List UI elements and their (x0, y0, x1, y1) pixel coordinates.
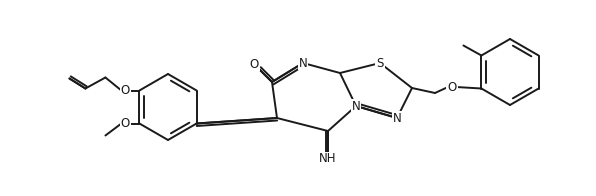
Text: O: O (121, 117, 130, 130)
Text: O: O (121, 84, 130, 97)
Text: O: O (448, 81, 457, 93)
Text: N: N (299, 56, 308, 70)
Text: N: N (352, 100, 361, 113)
Text: N: N (393, 112, 401, 124)
Text: O: O (249, 57, 259, 71)
Text: S: S (376, 56, 384, 70)
Text: NH: NH (319, 152, 337, 165)
